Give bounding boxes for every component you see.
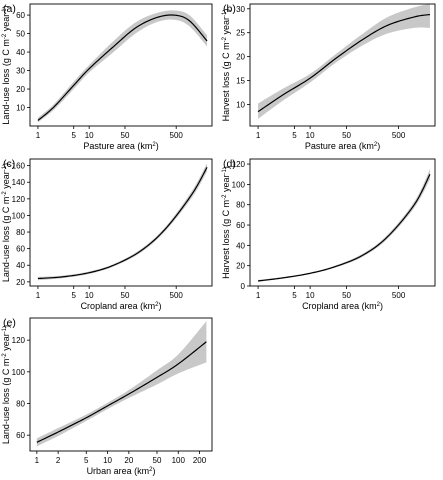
panel-e-frame	[29, 317, 213, 452]
panel-b-y-tick-label-0: 10	[236, 100, 245, 109]
panel-d-y-axis-label: Harvest loss (g C m-2 year-1)	[221, 166, 231, 279]
panel-e-y-tick-label-3: 120	[12, 336, 26, 345]
panel-d-x-axis-label: Cropland area (km2)	[302, 301, 383, 311]
panel-e-fit-line-0	[36, 341, 207, 443]
panel-e-x-tick-label-5: 50	[153, 456, 162, 465]
panel-a-x-tick-label-3: 50	[121, 131, 130, 140]
panel-e-panel-label: (e)	[3, 317, 16, 329]
panel-e-x-tick-label-4: 20	[124, 456, 133, 465]
panel-c-y-tick-label-4: 100	[12, 211, 26, 220]
panel-e-y-tick-label-1: 80	[16, 400, 25, 409]
panel-a-panel-label: (a)	[3, 3, 16, 15]
panel-e-x-tick-label-2: 5	[84, 456, 89, 465]
panel-e-y-axis-label: Land-use loss (g C m-2 year-1)	[1, 325, 11, 444]
panel-a-frame	[29, 3, 213, 127]
panel-d-panel-label: (d)	[223, 158, 236, 170]
panel-c-y-axis-label: Land-use loss (g C m-2 year-1)	[1, 163, 11, 282]
panel-a-x-axis-label: Pasture area (km2)	[83, 141, 158, 151]
panel-c-x-tick-label-4: 500	[170, 291, 184, 300]
panel-c-y-tick-label-2: 60	[16, 245, 25, 254]
panel-d-frame	[249, 158, 436, 287]
panel-a-x-tick-label-4: 500	[170, 131, 184, 140]
panel-a-x-tick-label-0: 1	[36, 131, 41, 140]
panel-b-x-tick-label-2: 10	[306, 131, 315, 140]
panel-a-y-tick-label-3: 40	[16, 48, 25, 57]
panel-d-y-tick-label-1: 20	[236, 262, 245, 271]
panel-e-x-axis-label: Urban area (km2)	[87, 466, 156, 476]
panel-c-fit-line-0	[37, 167, 208, 280]
panel-c-x-tick-label-3: 50	[121, 291, 130, 300]
panel-b-confidence-band-0	[258, 4, 430, 119]
panel-e-y-tick-label-0: 60	[16, 431, 25, 440]
panel-b-x-tick-label-3: 50	[342, 131, 351, 140]
panel-a-fit-line-0	[37, 14, 208, 121]
panel-d-x-tick-label-3: 50	[342, 291, 351, 300]
panel-b-y-tick-label-4: 30	[236, 5, 245, 14]
panel-c-x-tick-label-1: 5	[72, 291, 77, 300]
panel-b-y-tick-label-2: 20	[236, 53, 245, 62]
panel-b-y-tick-label-1: 15	[236, 77, 245, 86]
panel-e-x-tick-label-3: 10	[103, 456, 112, 465]
panel-a-x-tick-label-1: 5	[72, 131, 77, 140]
panel-c-y-tick-label-3: 80	[16, 228, 25, 237]
panel-d-confidence-band-0	[258, 169, 430, 282]
panel-e: 1 2 5 10 20 50 100 200 60 80 100 120 Urban area (km2…	[1, 317, 213, 476]
panel-c-x-tick-label-2: 10	[85, 291, 94, 300]
panel-e-y-tick-label-2: 100	[12, 368, 26, 377]
panel-c-y-tick-label-1: 40	[16, 261, 25, 270]
panel-d-x-tick-label-4: 500	[392, 291, 406, 300]
panel-c-y-tick-label-6: 140	[12, 178, 26, 187]
panel-d-y-tick-label-6: 120	[232, 160, 246, 169]
panel-c-frame	[29, 158, 213, 287]
panel-c-y-tick-label-5: 120	[12, 195, 26, 204]
panel-d-y-tick-label-2: 40	[236, 241, 245, 250]
panel-d-fit-line-0	[257, 173, 431, 282]
panel-e-x-tick-label-7: 200	[193, 456, 207, 465]
panel-c-x-axis-label: Cropland area (km2)	[81, 301, 162, 311]
panel-b-x-tick-label-0: 1	[256, 131, 261, 140]
panel-c-y-tick-label-7: 160	[12, 162, 26, 171]
panel-a-y-tick-label-2: 30	[16, 67, 25, 76]
panel-b-x-axis-label: Pasture area (km2)	[305, 141, 380, 151]
panel-e-x-tick-label-1: 2	[56, 456, 61, 465]
panel-a-y-tick-label-1: 20	[16, 85, 25, 94]
panel-e-x-tick-label-0: 1	[35, 456, 40, 465]
panel-c-confidence-band-0	[37, 163, 208, 281]
panel-d-y-tick-label-5: 100	[232, 180, 246, 189]
panel-d-x-tick-label-0: 1	[256, 291, 261, 300]
panel-a-y-tick-label-4: 50	[16, 30, 25, 39]
panel-c-x-tick-label-0: 1	[36, 291, 41, 300]
panel-d-y-tick-label-0: 0	[241, 282, 246, 291]
panel-d-y-tick-label-3: 60	[236, 221, 245, 230]
panel-a-x-tick-label-2: 10	[85, 131, 94, 140]
panel-a-confidence-band-0	[37, 10, 208, 123]
panel-c-panel-label: (c)	[3, 158, 15, 170]
panel-d: 1 5 10 50 500 0 20 40 60 80 100 120 Cropland area (k…	[221, 158, 436, 311]
panel-d-y-tick-label-4: 80	[236, 201, 245, 210]
panel-d-x-tick-label-2: 10	[306, 291, 315, 300]
panel-a-y-tick-label-5: 60	[16, 11, 25, 20]
panel-d-x-tick-label-1: 5	[292, 291, 297, 300]
panel-e-confidence-band-0	[36, 321, 207, 447]
panel-b-x-tick-label-1: 5	[292, 131, 297, 140]
panel-b-x-tick-label-4: 500	[392, 131, 406, 140]
panel-b-fit-line-0	[257, 13, 431, 113]
panel-c-y-tick-label-0: 20	[16, 278, 25, 287]
panel-b-y-axis-label: Harvest loss (g C m-2 year-1)	[221, 9, 231, 122]
panel-e-x-tick-label-6: 100	[172, 456, 186, 465]
panel-a-y-tick-label-0: 10	[16, 104, 25, 113]
panel-a: 1 5 10 50 500 10 20 30 40 50 60 Pasture area (km2) L…	[1, 3, 213, 151]
panel-b-y-tick-label-3: 25	[236, 29, 245, 38]
panel-b-frame	[249, 3, 436, 127]
panel-b-panel-label: (b)	[223, 3, 236, 15]
panel-a-y-axis-label: Land-use loss (g C m-2 year-1)	[1, 5, 11, 124]
panel-c: 1 5 10 50 500 20 40 60 80 100 120 140 160 Cropland ar…	[1, 158, 213, 311]
